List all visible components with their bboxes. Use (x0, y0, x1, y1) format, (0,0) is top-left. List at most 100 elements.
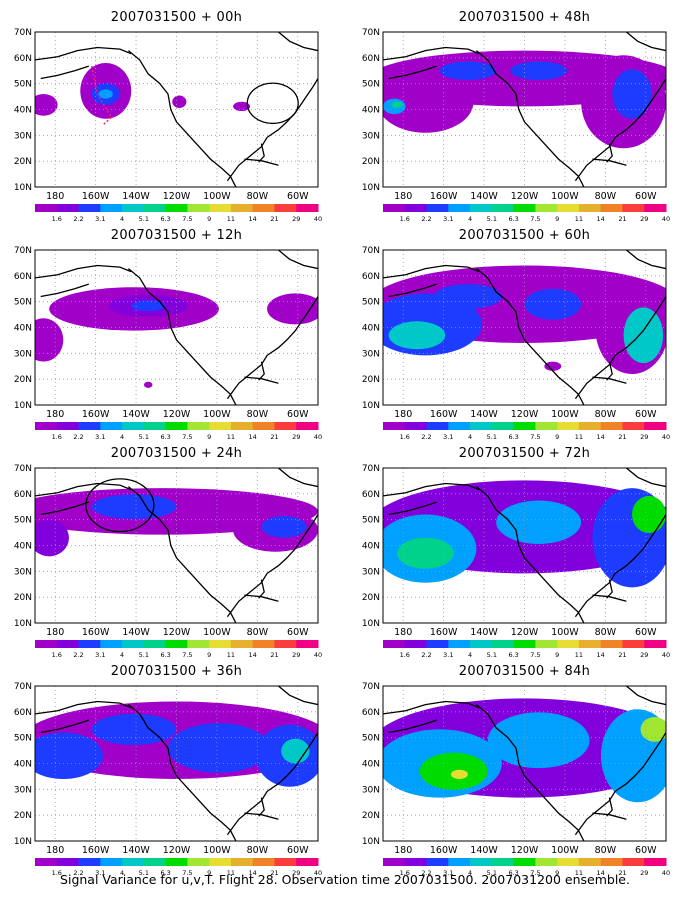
colorbar-label: 2.2 (421, 651, 431, 659)
colorbar-swatch (35, 640, 58, 648)
colorbar-label: 21 (270, 215, 278, 223)
variance-contour (261, 516, 307, 538)
y-tick-label: 20N (362, 157, 380, 167)
y-tick-label: 10N (362, 837, 380, 847)
colorbar-label: 14 (249, 215, 257, 223)
colorbar-label: 4 (120, 869, 124, 877)
variance-contour (433, 284, 502, 309)
colorbar-swatch (122, 204, 145, 212)
y-tick-label: 40N (362, 324, 380, 334)
coastline (383, 482, 480, 497)
x-tick-label: 60W (287, 409, 309, 420)
colorbar-label: 7.5 (182, 433, 192, 441)
colorbar-label: 1.6 (400, 215, 410, 223)
y-tick-label: 60N (362, 490, 380, 500)
map-panel-6: 2007031500 + 36h 10N 20N 30N 40N 50N 60N 70N 180… (0, 662, 340, 880)
colorbar-swatch (252, 640, 275, 648)
coastline (383, 700, 480, 715)
plot-frame (34, 467, 319, 624)
x-tick-label: 140W (470, 191, 498, 202)
x-tick-label: 100W (203, 845, 231, 856)
y-tick-label: 70N (14, 682, 32, 692)
y-tick-label: 10N (14, 837, 32, 847)
y-tick-label: 20N (362, 375, 380, 385)
coastline (35, 46, 132, 61)
colorbar-label: 6.3 (508, 433, 518, 441)
map-panel-7: 2007031500 + 84h 10N 20N 30N 40N 50N 60N 70N 180… (348, 662, 688, 880)
colorbar-label: 29 (640, 215, 648, 223)
colorbar-swatch (622, 422, 645, 430)
colorbar-swatch (470, 640, 493, 648)
variance-contour (168, 723, 270, 773)
y-tick-label: 60N (14, 490, 32, 500)
x-tick-label: 80W (595, 627, 617, 638)
coastline (475, 704, 585, 841)
colorbar-label: 1.6 (52, 869, 62, 877)
colorbar-label: 40 (314, 651, 322, 659)
variance-contour (267, 293, 318, 325)
x-tick-label: 100W (203, 191, 231, 202)
colorbar-label: 5.1 (139, 215, 149, 223)
y-tick-label: 10N (14, 401, 32, 411)
colorbar-swatch (470, 422, 493, 430)
colorbar-label: 11 (575, 651, 583, 659)
colorbar-swatch (491, 422, 515, 430)
colorbar-label: 7.5 (182, 215, 192, 223)
x-tick-label: 160W (82, 191, 110, 202)
colorbar-swatch (557, 858, 580, 866)
colorbar-label: 11 (575, 215, 583, 223)
colorbar-label: 4 (120, 215, 124, 223)
colorbar-swatch (600, 204, 623, 212)
colorbar-label: 1.6 (400, 869, 410, 877)
variance-contour (632, 495, 666, 534)
colorbar-label: 11 (575, 869, 583, 877)
map-panel-5: 2007031500 + 72h 10N 20N 30N 40N 50N 60N 70N 180… (348, 444, 688, 662)
coastline (127, 268, 237, 405)
colorbar-swatch (35, 858, 58, 866)
colorbar-swatch (122, 422, 145, 430)
colorbar-swatch (644, 858, 667, 866)
colorbar-label: 9 (555, 215, 559, 223)
variance-contour (544, 361, 562, 371)
colorbar-swatch (535, 640, 558, 648)
variance-contour (35, 318, 64, 362)
colorbar-swatch (535, 204, 558, 212)
variance-contour (35, 519, 69, 557)
y-tick-label: 40N (362, 760, 380, 770)
coastline (35, 482, 132, 497)
x-tick-label: 80W (595, 191, 617, 202)
colorbar-swatch (644, 204, 667, 212)
colorbar-label: 6.3 (160, 433, 170, 441)
colorbar-swatch (383, 640, 406, 648)
coastline (277, 250, 318, 270)
colorbar-label: 21 (270, 869, 278, 877)
variance-contour (397, 537, 454, 569)
variance-contour (391, 101, 403, 108)
colorbar-swatch (557, 422, 580, 430)
coastline (606, 579, 613, 599)
variance-contour (91, 494, 177, 520)
colorbar-swatch (404, 858, 428, 866)
x-tick-label: 180 (46, 409, 64, 420)
y-tick-label: 10N (362, 183, 380, 193)
colorbar-label: 9 (555, 869, 559, 877)
colorbar-swatch (513, 204, 536, 212)
highlight-circle (85, 478, 155, 533)
y-tick-label: 40N (362, 106, 380, 116)
map-panel-0: 2007031500 + 00h 10N 20N 30N 40N 50N 60N 70N 180… (0, 8, 340, 226)
colorbar-label: 14 (249, 651, 257, 659)
colorbar-label: 3.1 (95, 433, 105, 441)
x-tick-label: 180 (46, 627, 64, 638)
colorbar-swatch (296, 858, 319, 866)
x-tick-label: 100W (551, 409, 579, 420)
colorbar-label: 14 (597, 869, 605, 877)
colorbar-label: 3.1 (443, 651, 453, 659)
colorbar-swatch (35, 422, 58, 430)
colorbar-label: 29 (292, 433, 300, 441)
variance-contour (172, 95, 187, 108)
x-tick-label: 80W (247, 191, 269, 202)
colorbar-label: 29 (640, 433, 648, 441)
colorbar-swatch (252, 204, 275, 212)
y-tick-label: 10N (362, 619, 380, 629)
colorbar-label: 14 (249, 869, 257, 877)
